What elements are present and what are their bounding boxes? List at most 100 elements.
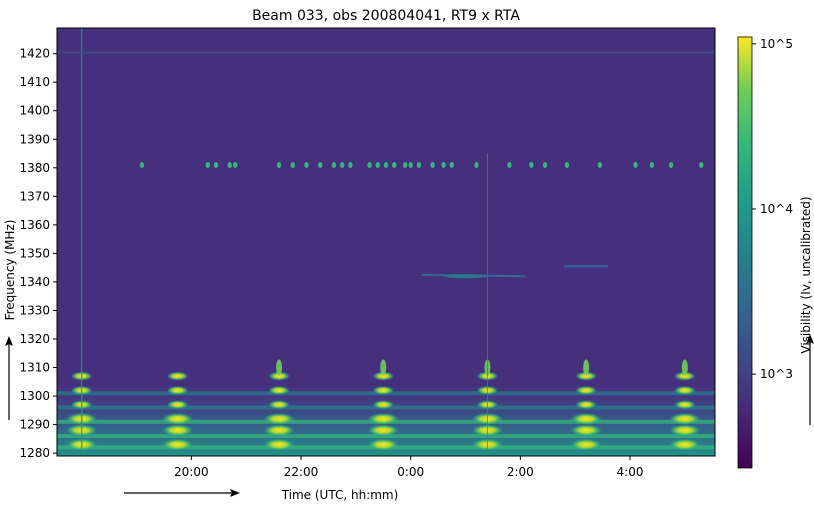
- burst-blob: [166, 371, 189, 381]
- y-tick-label: 1360: [19, 218, 50, 232]
- chart-title: Beam 033, obs 200804041, RT9 x RTA: [252, 8, 520, 24]
- time-arrow: [124, 489, 240, 497]
- rfi-spot: [564, 161, 570, 168]
- burst-blob: [268, 385, 291, 395]
- y-tick-label: 1350: [19, 246, 50, 260]
- rfi-spot: [227, 161, 232, 168]
- rfi-spot: [668, 161, 674, 168]
- rfi-spot: [402, 161, 408, 168]
- burst-blob: [161, 412, 194, 425]
- rfi-spot: [507, 161, 512, 168]
- broadband-burst: [367, 359, 400, 451]
- x-tick-label: 4:00: [617, 465, 644, 479]
- burst-blob: [570, 424, 603, 437]
- burst-peak: [681, 359, 688, 376]
- y-tick-label: 1390: [19, 132, 50, 146]
- rfi-spot: [699, 161, 704, 168]
- x-axis-label: Time (UTC, hh:mm): [281, 488, 399, 502]
- burst-blob: [268, 400, 291, 410]
- burst-blob: [673, 400, 696, 410]
- visibility-arrow: [806, 334, 814, 425]
- burst-blob: [372, 385, 395, 395]
- colorbar-tick-label: 10^5: [760, 37, 793, 51]
- colorbar-tick-label: 10^4: [760, 202, 793, 216]
- y-tick-label: 1340: [19, 275, 50, 289]
- y-tick-label: 1280: [19, 446, 50, 460]
- rfi-spot: [383, 161, 389, 168]
- colorbar: [737, 36, 753, 469]
- y-tick-label: 1310: [19, 361, 50, 375]
- rfi-spot: [416, 161, 422, 168]
- burst-blob: [673, 385, 696, 395]
- rfi-spot: [449, 161, 454, 168]
- rfi-spot: [649, 161, 655, 168]
- burst-peak: [380, 359, 387, 376]
- x-tick-label: 0:00: [397, 465, 424, 479]
- colorbar-label: Visibility (Iv, uncalibrated): [799, 196, 813, 353]
- burst-blob: [367, 438, 400, 451]
- rfi-spot: [441, 161, 446, 168]
- rfi-spot: [375, 161, 380, 168]
- burst-blob: [263, 412, 296, 425]
- rfi-spot: [331, 161, 337, 168]
- burst-blob: [367, 424, 400, 437]
- rfi-spot: [233, 161, 238, 168]
- x-tick-label: 2:00: [507, 465, 534, 479]
- broadband-burst: [161, 371, 194, 451]
- burst-blob: [668, 412, 701, 425]
- rfi-spot: [139, 161, 145, 168]
- burst-blob: [372, 371, 395, 381]
- rfi-spot: [348, 161, 353, 168]
- broadband-burst: [263, 359, 296, 451]
- burst-peak: [583, 359, 590, 376]
- y-tick-label: 1380: [19, 161, 50, 175]
- burst-blob: [668, 424, 701, 437]
- burst-blob: [268, 371, 291, 381]
- burst-blob: [263, 424, 296, 437]
- x-tick-label: 20:00: [174, 465, 209, 479]
- broadband-burst: [668, 359, 701, 451]
- burst-blob: [575, 400, 598, 410]
- x-tick-label: 22:00: [284, 465, 319, 479]
- rfi-spot: [474, 161, 479, 168]
- burst-blob: [166, 385, 189, 395]
- burst-blob: [161, 424, 194, 437]
- burst-peak: [276, 359, 283, 376]
- rfi-spot: [290, 161, 295, 168]
- y-tick-label: 1370: [19, 189, 50, 203]
- broadband-burst: [570, 359, 603, 451]
- burst-blob: [575, 371, 598, 381]
- rfi-spot: [339, 161, 345, 168]
- rfi-spot: [529, 161, 534, 168]
- rfi-spot: [367, 161, 372, 168]
- burst-blob: [161, 438, 194, 451]
- burst-blob: [673, 371, 696, 381]
- rfi-spot: [408, 161, 413, 168]
- y-tick-label: 1290: [19, 418, 50, 432]
- y-tick-label: 1410: [19, 75, 50, 89]
- burst-blob: [668, 438, 701, 451]
- y-tick-label: 1330: [19, 303, 50, 317]
- rfi-spot: [213, 161, 219, 168]
- burst-blob: [372, 400, 395, 410]
- plot-frame: [56, 27, 716, 457]
- y-tick-label: 1400: [19, 104, 50, 118]
- burst-blob: [575, 385, 598, 395]
- y-tick-label: 1420: [19, 47, 50, 61]
- rfi-spot: [597, 161, 603, 168]
- rfi-spot: [276, 161, 282, 168]
- burst-blob: [367, 412, 400, 425]
- rfi-spot: [542, 161, 548, 168]
- drift-line-core: [443, 274, 488, 279]
- rfi-spot: [392, 161, 397, 168]
- y-tick-label: 1320: [19, 332, 50, 346]
- burst-blob: [263, 438, 296, 451]
- colorbar-tick-label: 10^3: [760, 367, 793, 381]
- burst-blob: [570, 412, 603, 425]
- rfi-spot: [318, 161, 323, 168]
- rfi-spot: [205, 161, 210, 168]
- y-tick-label: 1300: [19, 389, 50, 403]
- y-axis-label: Frequency (MHz): [3, 220, 17, 321]
- rfi-spot: [430, 161, 435, 168]
